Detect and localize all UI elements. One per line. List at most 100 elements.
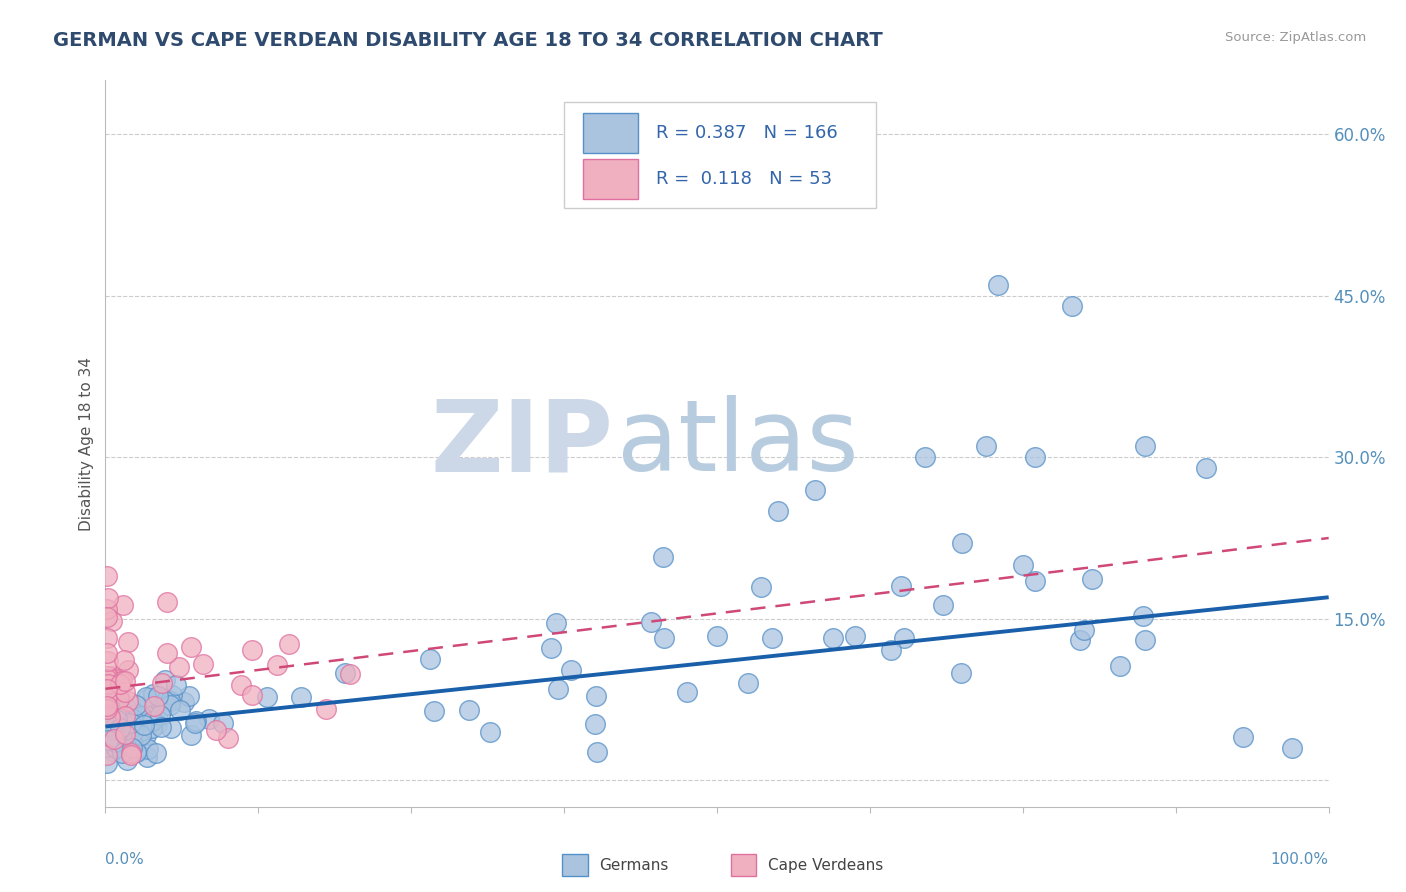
Point	[423, 704, 446, 718]
Point	[155, 646, 177, 660]
Point	[117, 708, 139, 723]
Point	[114, 700, 136, 714]
Point	[96, 688, 118, 702]
Point	[949, 666, 972, 681]
Point	[333, 665, 356, 680]
Point	[96, 702, 118, 716]
Point	[129, 709, 152, 723]
Point	[96, 719, 118, 733]
Point	[676, 685, 699, 699]
Point	[100, 719, 122, 733]
Point	[160, 688, 183, 702]
Point	[141, 714, 163, 729]
Point	[290, 690, 312, 705]
Point	[165, 678, 187, 692]
Point	[1069, 633, 1091, 648]
Point	[107, 698, 129, 712]
Point	[652, 632, 675, 646]
Point	[108, 690, 131, 704]
Point	[96, 756, 118, 770]
Point	[179, 690, 201, 704]
Point	[240, 688, 263, 702]
Point	[180, 728, 202, 742]
Point	[173, 695, 195, 709]
Point	[156, 594, 179, 608]
Point	[96, 692, 118, 706]
Point	[478, 724, 501, 739]
Point	[146, 713, 169, 727]
Point	[197, 712, 219, 726]
Point	[105, 686, 128, 700]
Point	[585, 689, 607, 703]
Point	[115, 753, 138, 767]
Point	[256, 690, 278, 704]
Point	[125, 706, 148, 721]
Point	[107, 716, 129, 731]
Point	[893, 632, 915, 646]
Point	[108, 691, 131, 706]
Point	[112, 730, 135, 744]
Point	[136, 692, 159, 706]
Point	[231, 678, 253, 692]
Point	[97, 676, 120, 690]
Text: GERMAN VS CAPE VERDEAN DISABILITY AGE 18 TO 34 CORRELATION CHART: GERMAN VS CAPE VERDEAN DISABILITY AGE 18…	[53, 31, 883, 50]
Point	[96, 602, 118, 616]
Point	[121, 720, 143, 734]
Point	[987, 277, 1010, 292]
Point	[117, 634, 139, 648]
Point	[1281, 741, 1303, 756]
Point	[104, 735, 127, 749]
Point	[105, 702, 128, 716]
Point	[96, 747, 118, 762]
Point	[104, 721, 127, 735]
Point	[104, 702, 127, 716]
FancyBboxPatch shape	[582, 159, 637, 199]
Point	[96, 739, 118, 754]
Point	[278, 638, 301, 652]
Point	[1080, 572, 1102, 586]
Point	[135, 749, 157, 764]
Point	[1195, 461, 1218, 475]
Point	[96, 699, 118, 714]
Point	[315, 702, 337, 716]
Point	[108, 721, 131, 735]
Point	[96, 631, 118, 645]
Point	[167, 660, 190, 674]
Point	[419, 652, 441, 666]
Point	[117, 694, 139, 708]
Point	[96, 724, 118, 739]
Point	[129, 713, 152, 727]
Point	[101, 726, 124, 740]
Point	[134, 690, 156, 704]
Point	[105, 716, 128, 731]
Point	[125, 745, 148, 759]
Point	[107, 728, 129, 742]
Point	[139, 706, 162, 720]
Point	[651, 550, 673, 565]
Point	[96, 723, 118, 737]
Point	[129, 727, 152, 741]
Point	[134, 718, 156, 732]
Point	[101, 687, 124, 701]
Point	[114, 673, 136, 688]
Point	[100, 690, 122, 704]
Point	[122, 737, 145, 751]
Point	[266, 658, 288, 673]
Point	[114, 709, 136, 723]
Point	[844, 629, 866, 643]
Point	[169, 703, 191, 717]
Point	[101, 702, 124, 716]
Y-axis label: Disability Age 18 to 34: Disability Age 18 to 34	[79, 357, 94, 531]
Point	[186, 714, 208, 729]
Point	[125, 745, 148, 759]
Point	[103, 720, 125, 734]
Point	[120, 746, 142, 760]
Point	[108, 726, 131, 740]
Point	[146, 689, 169, 703]
Point	[121, 725, 143, 739]
Text: R = 0.387   N = 166: R = 0.387 N = 166	[655, 124, 838, 142]
Point	[180, 640, 202, 654]
Point	[97, 736, 120, 750]
Point	[204, 723, 226, 738]
Point	[1133, 440, 1156, 454]
